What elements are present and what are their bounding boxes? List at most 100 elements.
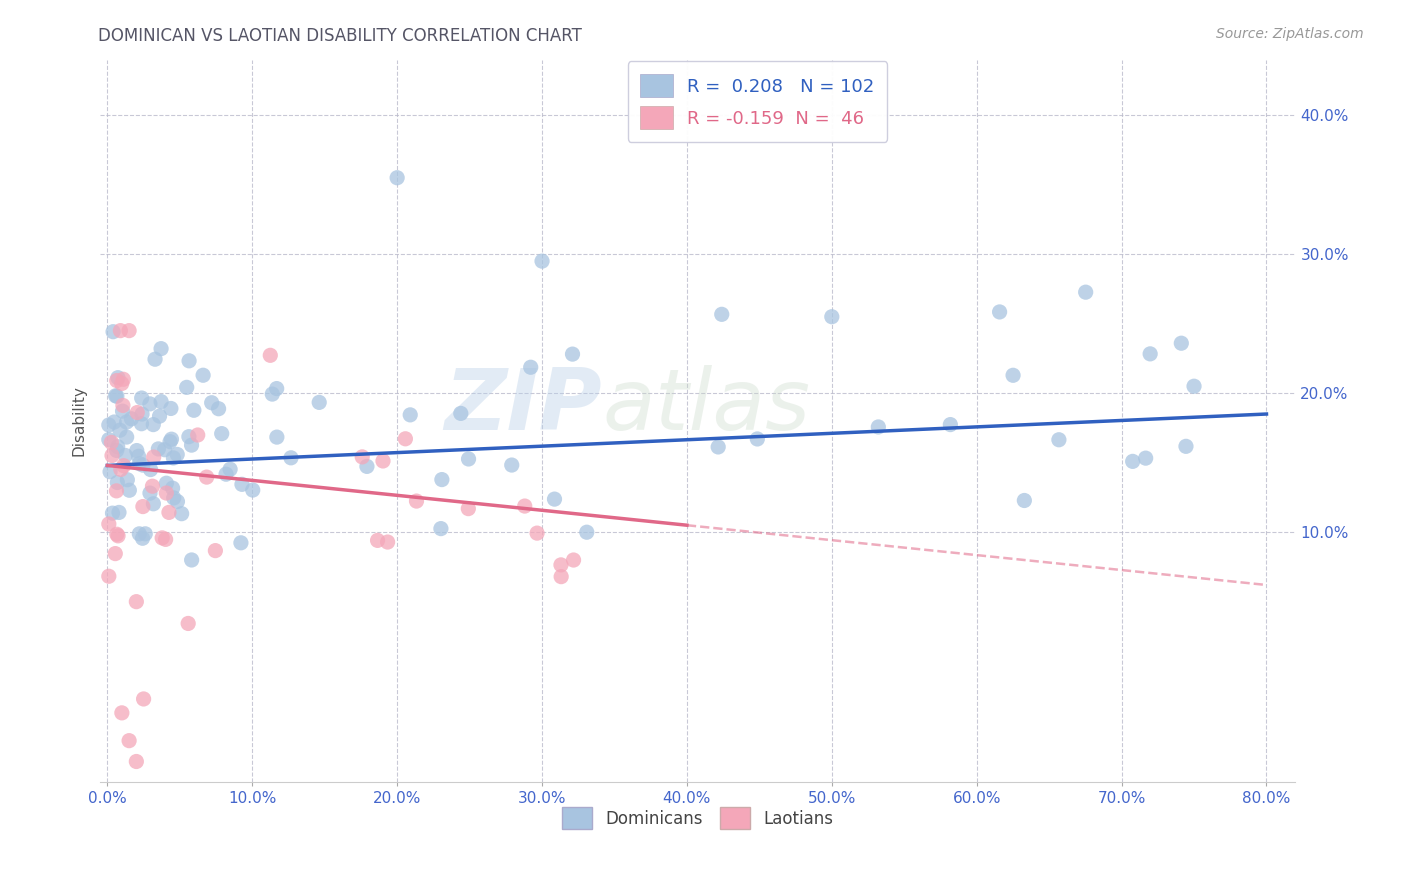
Point [101,449,124,463]
Point [367,533,389,548]
Point [266,430,288,444]
Point [430,473,453,487]
Point [142,450,165,464]
Point [211,426,233,441]
Point [371,454,394,468]
Point [1074,285,1097,300]
Point [399,408,422,422]
Point [207,401,229,416]
Point [111,706,134,720]
Point [1135,451,1157,466]
Point [125,755,148,769]
Point [132,692,155,706]
Point [1122,454,1144,468]
Point [155,486,177,500]
Point [142,497,165,511]
Point [101,325,124,339]
Point [155,533,177,547]
Point [531,254,554,268]
Point [183,403,205,417]
Point [377,535,399,549]
Point [1047,433,1070,447]
Point [111,404,134,418]
Point [430,522,453,536]
Point [134,526,156,541]
Point [105,389,128,403]
Point [128,450,150,464]
Point [177,430,200,444]
Point [195,470,218,484]
Point [177,616,200,631]
Point [128,526,150,541]
Point [143,352,166,367]
Point [177,354,200,368]
Point [104,389,127,403]
Point [105,483,128,498]
Point [543,492,565,507]
Point [259,348,281,362]
Point [163,491,186,505]
Point [155,476,177,491]
Point [575,525,598,540]
Point [117,473,139,487]
Point [112,372,135,386]
Point [110,324,132,338]
Point [98,465,121,479]
Point [513,499,536,513]
Point [148,442,170,456]
Point [97,569,120,583]
Point [127,405,149,419]
Point [111,376,134,391]
Point [280,450,302,465]
Point [139,486,162,500]
Y-axis label: Disability: Disability [72,385,86,457]
Point [266,382,288,396]
Point [242,483,264,497]
Point [115,415,138,429]
Point [219,462,242,476]
Point [110,462,132,476]
Point [105,475,128,490]
Point [162,450,184,465]
Point [262,387,284,401]
Point [561,347,583,361]
Point [204,543,226,558]
Point [114,449,136,463]
Point [142,417,165,432]
Point [519,360,541,375]
Point [201,395,224,409]
Point [160,401,183,416]
Legend: Dominicans, Laotians: Dominicans, Laotians [555,801,839,836]
Point [1175,439,1198,453]
Point [131,531,153,545]
Point [710,307,733,321]
Point [166,447,188,461]
Point [231,477,253,491]
Point [501,458,523,472]
Point [988,305,1011,319]
Point [120,412,142,426]
Point [550,558,572,572]
Point [107,529,129,543]
Point [191,368,214,383]
Point [526,526,548,541]
Point [939,417,962,432]
Point [385,170,408,185]
Point [405,494,427,508]
Point [1014,493,1036,508]
Point [125,595,148,609]
Point [103,415,125,429]
Point [868,420,890,434]
Point [550,569,572,583]
Point [128,457,150,471]
Point [111,399,134,413]
Point [1139,347,1161,361]
Point [132,458,155,472]
Point [457,501,479,516]
Point [97,417,120,432]
Point [176,380,198,394]
Point [105,443,128,458]
Point [1170,336,1192,351]
Point [148,409,170,424]
Point [187,428,209,442]
